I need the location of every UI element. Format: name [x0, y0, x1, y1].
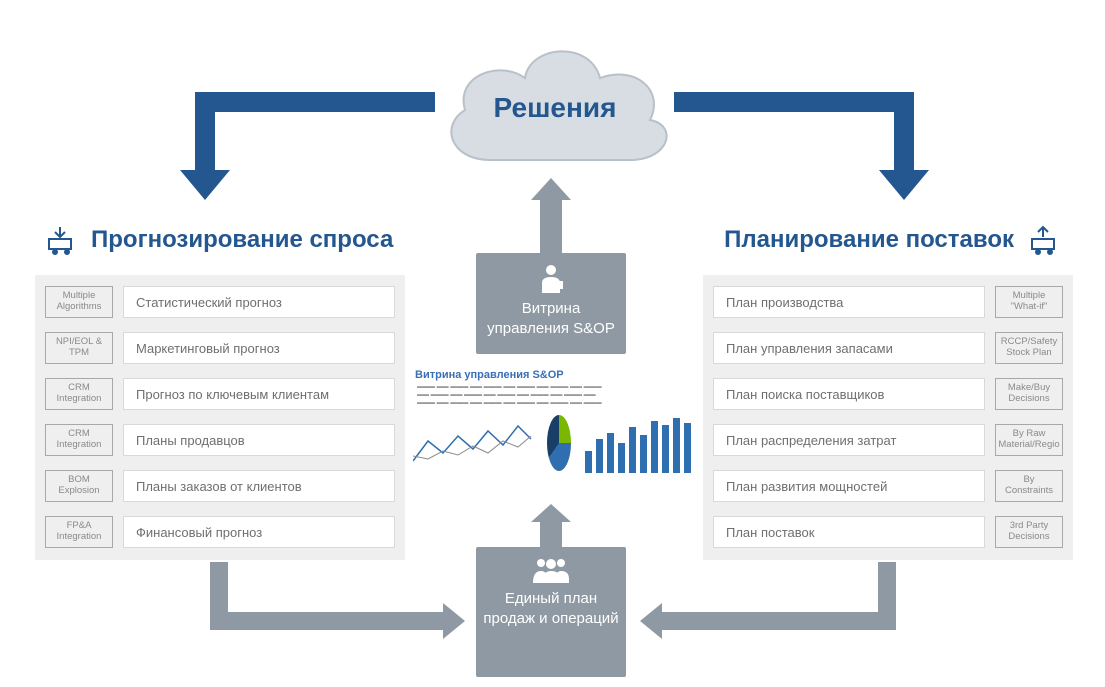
item: Финансовый прогноз: [123, 516, 395, 548]
cart-out-icon: [1026, 225, 1060, 255]
supply-row: План поставок 3rd Party Decisions: [713, 513, 1063, 551]
tag: 3rd Party Decisions: [995, 516, 1063, 548]
arrow-sop-to-cloud: [540, 180, 562, 252]
supply-row: План поиска поставщиков Make/Buy Decision…: [713, 375, 1063, 413]
supply-row: План управления запасами RCCP/Safety Stoc…: [713, 329, 1063, 367]
tag: RCCP/Safety Stock Plan: [995, 332, 1063, 364]
dash-pie-chart: [547, 415, 571, 471]
supply-row: План развития мощностей By Constraints: [713, 467, 1063, 505]
item: План поиска поставщиков: [713, 378, 985, 410]
item: План распределения затрат: [713, 424, 985, 456]
item: План поставок: [713, 516, 985, 548]
tag: CRM Integration: [45, 424, 113, 456]
person-icon: [482, 263, 620, 293]
supply-row: План производства Multiple "What-if": [713, 283, 1063, 321]
tag: FP&A Integration: [45, 516, 113, 548]
item: Планы продавцов: [123, 424, 395, 456]
dash-line-chart: [413, 411, 533, 471]
item: Маркетинговый прогноз: [123, 332, 395, 364]
demand-row: CRM Integration Прогноз по ключевым клиен…: [45, 375, 395, 413]
tag: By Constraints: [995, 470, 1063, 502]
item: Планы заказов от клиентов: [123, 470, 395, 502]
supply-title: Планирование поставок: [724, 226, 1014, 254]
dashboard-thumbnail: Витрина управления S&OP ▬▬▬ ▬▬ ▬▬▬ ▬▬ ▬▬…: [413, 367, 691, 499]
demand-panel: Multiple Algorithms Статистический прогно…: [35, 275, 405, 560]
tag: BOM Explosion: [45, 470, 113, 502]
cloud-label: Решения: [430, 92, 680, 124]
supply-header: Планирование поставок: [724, 225, 1060, 255]
unified-plan-box: Единый план продаж и операций: [476, 547, 626, 677]
demand-row: BOM Explosion Планы заказов от клиентов: [45, 467, 395, 505]
dash-title: Витрина управления S&OP: [415, 369, 691, 381]
decisions-cloud: Решения: [430, 30, 680, 180]
dash-bar-chart: [585, 415, 691, 473]
supply-row: План распределения затрат By Raw Material…: [713, 421, 1063, 459]
item: План производства: [713, 286, 985, 318]
tag: By Raw Material/Regio: [995, 424, 1063, 456]
arrow-plan-to-dashboard: [540, 506, 562, 546]
sop-showcase-box: Витрина управления S&OP: [476, 253, 626, 354]
item: Прогноз по ключевым клиентам: [123, 378, 395, 410]
supply-panel: План производства Multiple "What-if" План…: [703, 275, 1073, 560]
dash-table-placeholder: ▬▬▬ ▬▬ ▬▬▬ ▬▬ ▬▬▬ ▬▬ ▬▬▬ ▬▬ ▬▬▬ ▬▬ ▬▬▬▬▬…: [413, 384, 691, 411]
cart-in-icon: [45, 225, 79, 255]
diagram-canvas: Решения Прогнозирование спроса Планирова…: [0, 0, 1105, 687]
tag: Multiple Algorithms: [45, 286, 113, 318]
tag: Multiple "What-if": [995, 286, 1063, 318]
demand-row: Multiple Algorithms Статистический прогно…: [45, 283, 395, 321]
people-icon: [482, 557, 620, 583]
item: План развития мощностей: [713, 470, 985, 502]
demand-row: NPI/EOL & TPM Маркетинговый прогноз: [45, 329, 395, 367]
item: Статистический прогноз: [123, 286, 395, 318]
demand-title: Прогнозирование спроса: [91, 226, 393, 254]
sop-showcase-label: Витрина управления S&OP: [482, 299, 620, 340]
demand-row: CRM Integration Планы продавцов: [45, 421, 395, 459]
demand-header: Прогнозирование спроса: [45, 225, 393, 255]
tag: CRM Integration: [45, 378, 113, 410]
item: План управления запасами: [713, 332, 985, 364]
tag: Make/Buy Decisions: [995, 378, 1063, 410]
tag: NPI/EOL & TPM: [45, 332, 113, 364]
unified-plan-label: Единый план продаж и операций: [482, 589, 620, 630]
demand-row: FP&A Integration Финансовый прогноз: [45, 513, 395, 551]
